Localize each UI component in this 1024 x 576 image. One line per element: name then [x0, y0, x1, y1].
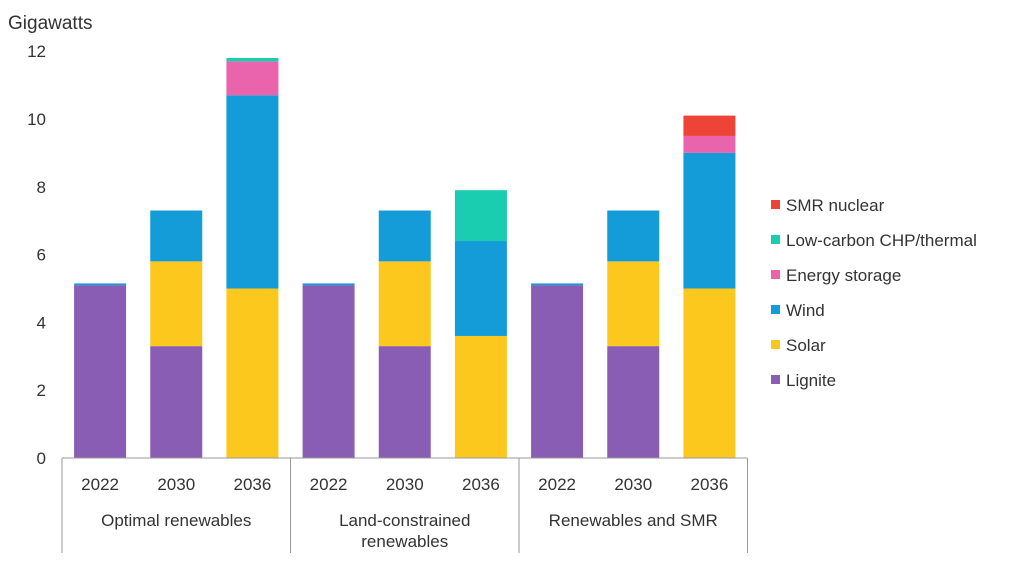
bar-segment: [378, 261, 431, 347]
bar-segment: [454, 241, 507, 336]
bar-segment: [683, 152, 736, 289]
x-tick-label: 2022: [310, 475, 348, 494]
bar-segment: [226, 288, 279, 458]
bar-segment: [226, 95, 279, 289]
legend-swatch: [771, 270, 780, 279]
legend-swatch: [771, 235, 780, 244]
x-tick-label: 2022: [81, 475, 119, 494]
y-tick-label: 6: [37, 246, 46, 265]
bar-segment: [302, 283, 355, 286]
x-axis: 2022 2030 2036 Optimal renewables 2022 2030 20…: [61, 457, 748, 553]
y-tick-label: 8: [37, 178, 46, 197]
legend-swatch: [771, 305, 780, 314]
bar-segment: [531, 283, 584, 286]
bar-segment: [607, 346, 660, 458]
legend-label: Solar: [786, 336, 826, 355]
y-tick-label: 2: [37, 381, 46, 400]
y-axis-title: Gigawatts: [8, 13, 92, 34]
legend-swatch: [771, 375, 780, 384]
bar-segment: [226, 57, 279, 62]
legend-label: Lignite: [786, 371, 836, 390]
y-tick-label: 12: [27, 42, 46, 61]
bar-segment: [531, 285, 584, 458]
y-tick-label: 4: [37, 313, 46, 332]
bar-segment: [683, 288, 736, 458]
x-tick-label: 2030: [386, 475, 424, 494]
bar-segment: [607, 261, 660, 347]
legend-label: SMR nuclear: [786, 196, 885, 215]
group-label: Land-constrained renewables: [339, 511, 470, 551]
y-tick-label: 10: [27, 110, 46, 129]
legend-swatch: [771, 340, 780, 349]
group-label: Optimal renewables: [101, 511, 251, 530]
x-tick-label: 2022: [538, 475, 576, 494]
bar-segment: [454, 190, 507, 242]
bar-segment: [683, 115, 736, 136]
legend-swatch: [771, 200, 780, 209]
legend-label: Energy storage: [786, 266, 901, 285]
bar-segment: [378, 210, 431, 262]
group-label: Renewables and SMR: [549, 511, 718, 530]
x-tick-label: 2036: [234, 475, 272, 494]
bar-segment: [150, 210, 203, 262]
bar-segment: [302, 285, 355, 458]
legend: SMR nuclear Low-carbon CHP/thermal Energy …: [771, 196, 977, 390]
bar-segment: [150, 346, 203, 458]
x-tick-label: 2030: [157, 475, 195, 494]
y-axis-ticks: 0 2 4 6 8 10 12: [27, 42, 46, 468]
bar-segment: [607, 210, 660, 262]
bar-segment: [74, 283, 127, 286]
bar-segment: [454, 335, 507, 458]
y-tick-label: 0: [37, 449, 46, 468]
x-tick-label: 2036: [462, 475, 500, 494]
legend-label: Low-carbon CHP/thermal: [786, 231, 977, 250]
x-tick-label: 2030: [614, 475, 652, 494]
bar-segment: [683, 135, 736, 153]
bars: [74, 57, 736, 458]
x-tick-label: 2036: [691, 475, 729, 494]
legend-label: Wind: [786, 301, 825, 320]
bar-segment: [74, 285, 127, 458]
bar-segment: [150, 261, 203, 347]
bar-segment: [378, 346, 431, 458]
bar-segment: [226, 61, 279, 96]
